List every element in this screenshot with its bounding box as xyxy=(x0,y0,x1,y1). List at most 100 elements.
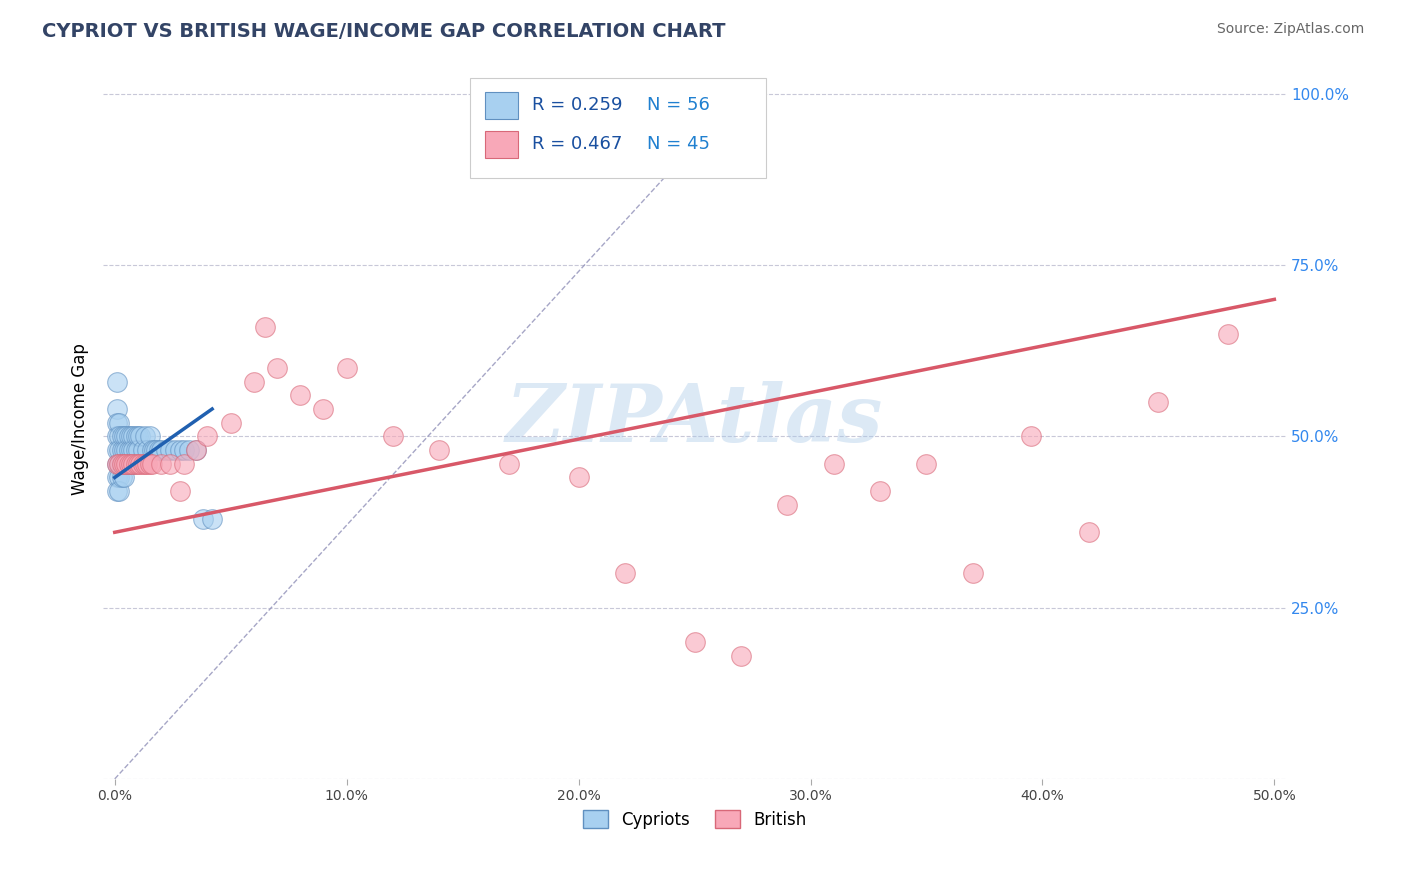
Point xyxy=(111,429,134,443)
Point xyxy=(115,457,138,471)
Point xyxy=(124,443,146,458)
Point xyxy=(105,375,128,389)
Point xyxy=(184,443,207,458)
FancyBboxPatch shape xyxy=(485,92,519,120)
Point xyxy=(1077,525,1099,540)
Point xyxy=(111,457,134,471)
Point xyxy=(112,429,135,443)
Point xyxy=(290,388,312,402)
Point xyxy=(141,443,163,458)
Point xyxy=(112,457,135,471)
Point xyxy=(201,511,224,525)
Point xyxy=(568,470,591,484)
Point xyxy=(120,457,142,471)
Point xyxy=(105,416,128,430)
Point xyxy=(105,470,128,484)
Point xyxy=(127,429,149,443)
Point xyxy=(111,443,134,458)
Point xyxy=(108,470,131,484)
Point xyxy=(122,429,145,443)
Point xyxy=(117,457,139,471)
Point xyxy=(117,429,139,443)
Point xyxy=(124,457,146,471)
Point xyxy=(382,429,405,443)
Point xyxy=(136,457,159,471)
Point xyxy=(131,443,153,458)
Point xyxy=(143,443,166,458)
Point xyxy=(138,429,160,443)
Point xyxy=(108,457,131,471)
Point xyxy=(105,457,128,471)
Text: Source: ZipAtlas.com: Source: ZipAtlas.com xyxy=(1216,22,1364,37)
Point xyxy=(124,429,146,443)
Point xyxy=(163,443,186,458)
Point xyxy=(150,443,173,458)
Point xyxy=(122,457,145,471)
Text: CYPRIOT VS BRITISH WAGE/INCOME GAP CORRELATION CHART: CYPRIOT VS BRITISH WAGE/INCOME GAP CORRE… xyxy=(42,22,725,41)
Point xyxy=(122,443,145,458)
Point xyxy=(191,511,214,525)
Point xyxy=(254,319,277,334)
Point xyxy=(155,443,177,458)
Point xyxy=(177,443,200,458)
Point xyxy=(112,470,135,484)
Text: N = 45: N = 45 xyxy=(647,135,710,153)
Point xyxy=(173,457,195,471)
Point xyxy=(184,443,207,458)
Point xyxy=(869,484,891,499)
Point xyxy=(150,457,173,471)
Point xyxy=(105,402,128,417)
FancyBboxPatch shape xyxy=(485,131,519,158)
Point xyxy=(112,457,135,471)
Point xyxy=(131,457,153,471)
Point xyxy=(120,429,142,443)
Point xyxy=(266,360,288,375)
Point xyxy=(683,635,706,649)
Text: ZIPAtlas: ZIPAtlas xyxy=(506,381,883,458)
Point xyxy=(105,429,128,443)
Point xyxy=(115,443,138,458)
Point xyxy=(129,429,152,443)
Point xyxy=(112,443,135,458)
Point xyxy=(111,470,134,484)
Point xyxy=(129,457,152,471)
Point xyxy=(141,457,163,471)
Legend: Cypriots, British: Cypriots, British xyxy=(576,804,813,835)
Point xyxy=(159,443,181,458)
Point xyxy=(336,360,359,375)
Point xyxy=(120,443,142,458)
Point xyxy=(127,457,149,471)
Point xyxy=(134,457,156,471)
Point xyxy=(962,566,984,581)
Point xyxy=(108,443,131,458)
Point xyxy=(1019,429,1042,443)
Text: N = 56: N = 56 xyxy=(647,96,710,114)
Point xyxy=(136,443,159,458)
Point xyxy=(173,443,195,458)
Text: R = 0.467: R = 0.467 xyxy=(533,135,623,153)
Point xyxy=(823,457,845,471)
Point xyxy=(169,443,191,458)
Point xyxy=(138,457,160,471)
Point xyxy=(105,457,128,471)
Point xyxy=(159,457,181,471)
Point xyxy=(122,457,145,471)
Point xyxy=(148,443,170,458)
Point xyxy=(117,443,139,458)
Point xyxy=(105,484,128,499)
Point xyxy=(730,648,752,663)
Point xyxy=(127,443,149,458)
Y-axis label: Wage/Income Gap: Wage/Income Gap xyxy=(72,343,89,495)
Point xyxy=(145,443,167,458)
Text: R = 0.259: R = 0.259 xyxy=(533,96,623,114)
Point xyxy=(613,566,636,581)
Point xyxy=(111,457,134,471)
Point xyxy=(105,443,128,458)
Point xyxy=(429,443,451,458)
Point xyxy=(169,484,191,499)
Point xyxy=(219,416,242,430)
Point xyxy=(115,457,138,471)
Point xyxy=(312,402,335,417)
Point xyxy=(915,457,938,471)
Point xyxy=(108,484,131,499)
